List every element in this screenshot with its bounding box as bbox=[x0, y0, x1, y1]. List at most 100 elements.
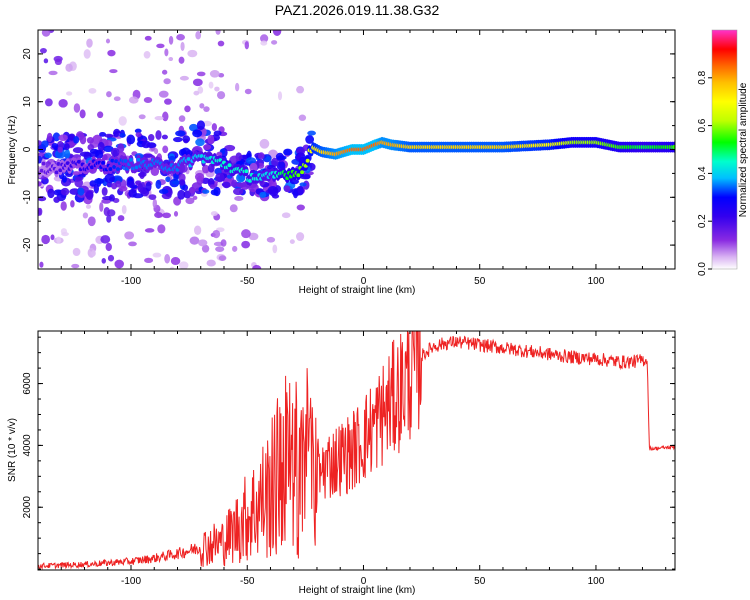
x-tick-label: -50 bbox=[240, 276, 255, 287]
snr-panel: -100 -50 0 50 100 2000 4000 6000 Height of str… bbox=[7, 330, 676, 596]
spectrogram-cloud-blob bbox=[104, 133, 114, 138]
spectrogram-noise-blob bbox=[216, 91, 226, 100]
spectrogram-noise-blob bbox=[162, 111, 169, 122]
spectrogram-ridge-cell bbox=[115, 167, 120, 171]
spectrogram-x-ticks: -100 -50 0 50 100 bbox=[37, 30, 667, 287]
y-tick-label: 10 bbox=[22, 96, 33, 108]
snr-series-line bbox=[38, 331, 675, 570]
spectrogram-ridge-cell bbox=[108, 167, 113, 172]
spectrogram-cloud-blob bbox=[65, 172, 73, 178]
spectrogram-cloud-blob bbox=[126, 180, 135, 188]
spectrogram-noise-blob bbox=[50, 234, 55, 241]
spectrogram-noise-blob bbox=[241, 240, 251, 249]
spectrogram-noise-blob bbox=[97, 111, 104, 119]
spectrogram-cloud-blob bbox=[192, 129, 203, 138]
spectrogram-ridge-cell bbox=[41, 161, 46, 166]
spectrogram-noise-blob bbox=[156, 43, 165, 49]
spectrogram-noise-blob bbox=[235, 82, 240, 92]
spectrogram-noise-blob bbox=[124, 231, 135, 240]
y-tick-label: -10 bbox=[22, 190, 33, 205]
spectrogram-noise-blob bbox=[271, 40, 278, 45]
spectrogram-noise-blob bbox=[41, 30, 51, 37]
spectrogram-noise-blob bbox=[88, 88, 97, 94]
spectrogram-noise-blob bbox=[185, 197, 195, 205]
spectrogram-noise-blob bbox=[248, 232, 259, 241]
spectrogram-cloud-blob bbox=[138, 172, 147, 178]
spectrogram-noise-blob bbox=[296, 204, 305, 211]
spectrogram-cloud-blob bbox=[67, 134, 75, 141]
x-tick-label: -100 bbox=[121, 576, 141, 587]
spectrogram-cloud-blob bbox=[162, 145, 169, 154]
spectrogram-noise-blob bbox=[152, 252, 162, 258]
spectrogram-noise-blob bbox=[234, 195, 244, 201]
spectrogram-noise-blob bbox=[113, 96, 121, 102]
spectrogram-noise-blob bbox=[128, 96, 139, 104]
spectrogram-noise-blob bbox=[105, 38, 111, 44]
figure-title: PAZ1.2026.019.11.38.G32 bbox=[275, 2, 440, 18]
x-tick-label: 100 bbox=[588, 576, 605, 587]
snr-x-ticks: -100 -50 0 50 100 bbox=[37, 331, 667, 587]
y-tick-label: 0 bbox=[22, 146, 33, 152]
spectrogram-cloud-blob bbox=[168, 155, 176, 163]
spectrogram-cloud-blob bbox=[53, 196, 60, 203]
spectrogram-cloud-blob bbox=[145, 181, 152, 192]
spectrogram-noise-blob bbox=[296, 232, 305, 242]
spectrogram-noise-blob bbox=[170, 257, 181, 266]
spectrogram-noise-blob bbox=[43, 58, 49, 64]
colorbar-tick-label: 0.0 bbox=[697, 262, 708, 276]
spectrogram-cloud-blob bbox=[87, 144, 95, 151]
spectrogram-noise-blob bbox=[85, 204, 92, 209]
spectrogram-cloud-blob bbox=[155, 130, 162, 140]
spectrogram-noise-blob bbox=[128, 241, 137, 247]
spectrogram-noise-blob bbox=[56, 236, 61, 244]
spectrogram-noise-blob bbox=[195, 31, 202, 40]
y-tick-label: -20 bbox=[22, 237, 33, 252]
spectrogram-noise-blob bbox=[54, 58, 62, 66]
spectrogram-cloud-blob bbox=[41, 140, 49, 148]
spectrogram-noise-blob bbox=[220, 239, 227, 247]
spectrogram-cloud-blob bbox=[307, 130, 316, 136]
spectrogram-cloud-blob bbox=[203, 144, 212, 151]
spectrogram-ridge-cell bbox=[101, 160, 106, 165]
spectrogram-ridge-cell bbox=[672, 144, 675, 150]
colorbar-tick-label: 0.8 bbox=[697, 70, 708, 84]
spectrogram-noise-blob bbox=[212, 229, 221, 239]
spectrogram-cloud-blob bbox=[172, 136, 183, 143]
spectrogram-noise-blob bbox=[100, 235, 111, 244]
spectrogram-noise-blob bbox=[192, 195, 198, 200]
spectrogram-cloud-blob bbox=[104, 173, 115, 184]
spectrogram-noise-blob bbox=[99, 202, 104, 212]
spectrogram-ridge-cell bbox=[56, 162, 61, 166]
spectrogram-cloud-blob bbox=[207, 134, 215, 145]
spectrogram-cloud-blob bbox=[101, 187, 108, 196]
spectrogram-cloud-blob bbox=[113, 132, 119, 138]
spectrogram-noise-blob bbox=[144, 35, 152, 41]
spectrogram-ridge-cell bbox=[123, 159, 128, 163]
spectrogram-noise-blob bbox=[289, 239, 295, 244]
spectrogram-cloud-blob bbox=[194, 172, 205, 181]
spectrogram-cloud-blob bbox=[38, 152, 45, 157]
spectrogram-cloud-blob bbox=[69, 188, 81, 195]
spectrogram-noise-blob bbox=[266, 236, 276, 243]
spectrogram-noise-blob bbox=[72, 247, 81, 257]
spectrogram-cloud-blob bbox=[47, 188, 55, 199]
spectrogram-noise-blob bbox=[118, 116, 127, 126]
spectrogram-cloud-blob bbox=[132, 193, 144, 199]
spectrogram-cloud-blob bbox=[46, 132, 53, 143]
spectrogram-cloud-blob bbox=[58, 134, 69, 142]
spectrogram-noise-blob bbox=[154, 211, 163, 219]
spectrogram-cloud-blob bbox=[155, 179, 162, 189]
spectrogram-noise-blob bbox=[259, 138, 270, 149]
spectrogram-cloud-blob bbox=[141, 140, 151, 149]
spectrogram-cloud-blob bbox=[135, 131, 142, 138]
spectrogram-noise-blob bbox=[164, 253, 171, 264]
spectrogram-cloud-blob bbox=[177, 189, 186, 200]
spectrogram-noise-blob bbox=[39, 261, 44, 268]
spectrogram-ridge-cell bbox=[39, 168, 44, 173]
spectrogram-cloud-blob bbox=[97, 141, 105, 152]
spectrogram-noise-blob bbox=[211, 123, 218, 131]
spectrogram-noise-blob bbox=[60, 201, 67, 211]
colorbar-frame bbox=[711, 29, 738, 270]
spectrogram-cloud-blob bbox=[213, 130, 222, 137]
